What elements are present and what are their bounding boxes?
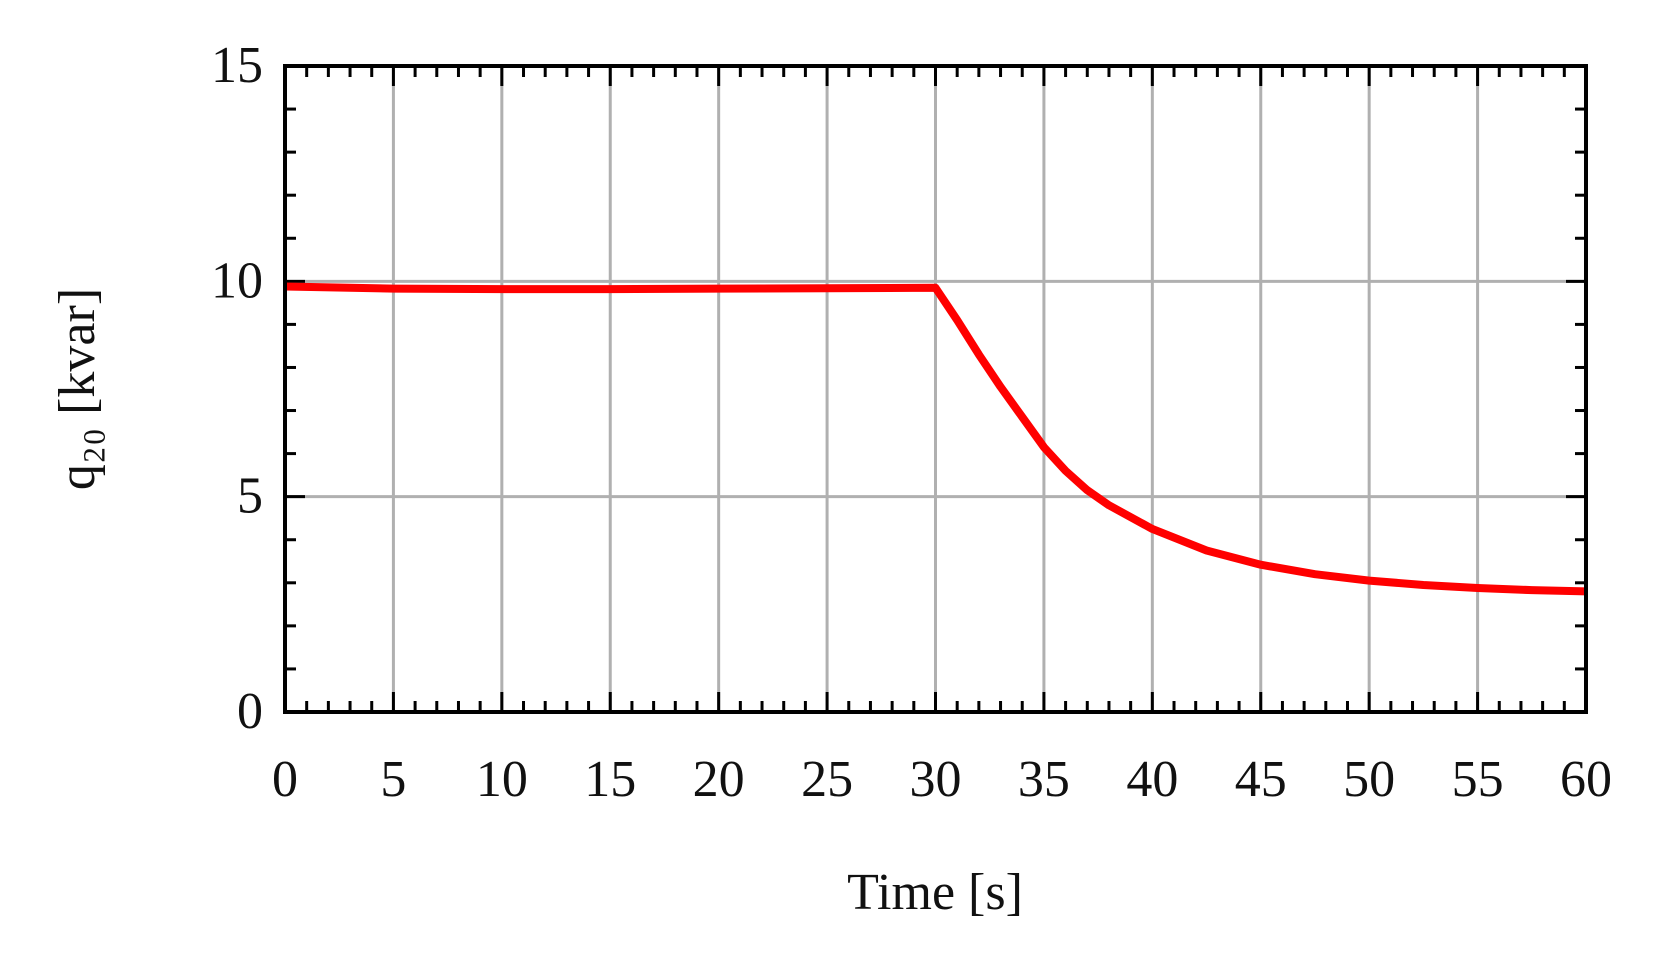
x-axis-label: Time [s] (847, 864, 1023, 921)
x-tick-label: 20 (693, 751, 745, 808)
y-tick-label: 10 (211, 252, 263, 309)
y-tick-label: 0 (237, 683, 263, 740)
x-tick-label: 40 (1126, 751, 1178, 808)
x-tick-label: 35 (1018, 751, 1070, 808)
x-tick-label: 15 (584, 751, 636, 808)
x-tick-label: 55 (1452, 751, 1504, 808)
x-tick-label: 25 (801, 751, 853, 808)
y-axis-label: q₂₀ [kvar] (49, 288, 106, 490)
x-tick-label: 5 (380, 751, 406, 808)
x-tick-label: 60 (1560, 751, 1612, 808)
y-tick-label: 5 (237, 468, 263, 525)
line-series (284, 282, 1587, 596)
plot-frame (283, 64, 1588, 714)
x-tick-label: 30 (910, 751, 962, 808)
x-tick-label: 50 (1343, 751, 1395, 808)
x-tick-label: 0 (272, 751, 298, 808)
x-tick-label: 45 (1235, 751, 1287, 808)
x-tick-label: 10 (476, 751, 528, 808)
y-tick-label: 15 (211, 37, 263, 94)
